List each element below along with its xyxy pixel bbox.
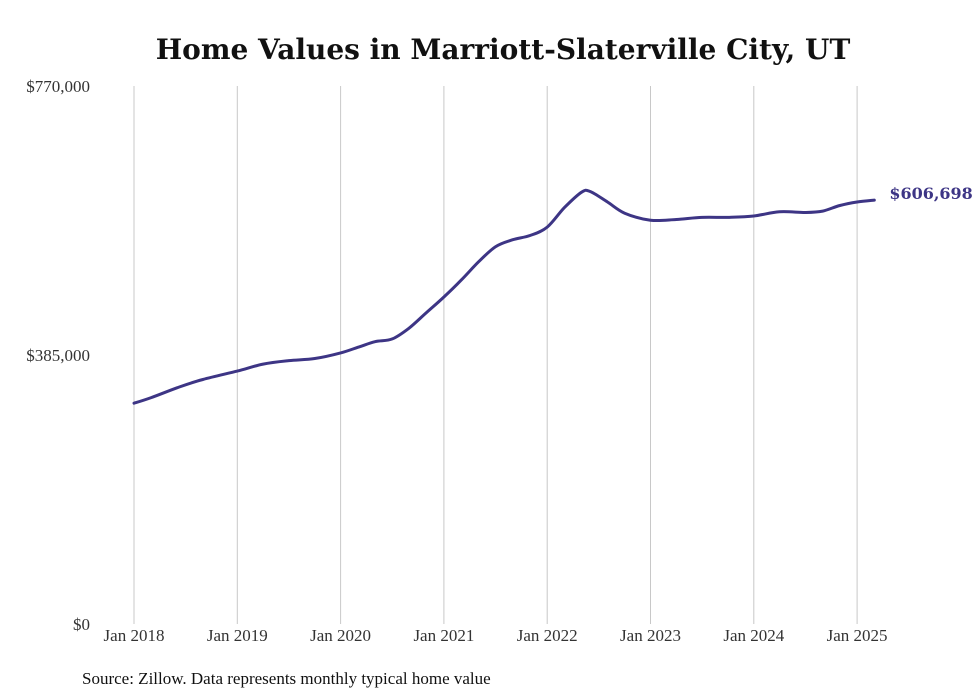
data-point — [804, 211, 807, 214]
x-tick-label: Jan 2020 — [310, 626, 371, 645]
x-axis-tick-labels: Jan 2018 Jan 2019 Jan 2020 Jan 2021 Jan 2022… — [104, 626, 888, 645]
data-point — [425, 311, 428, 314]
data-point — [511, 238, 514, 241]
data-point — [176, 386, 179, 389]
data-point — [546, 226, 549, 229]
data-point — [262, 363, 265, 366]
data-point — [287, 359, 290, 362]
data-point — [778, 210, 781, 213]
data-point — [675, 218, 678, 221]
data-point — [623, 212, 626, 215]
data-point — [356, 346, 359, 349]
end-value-label: $606,698 — [889, 184, 973, 203]
x-tick-label: Jan 2022 — [517, 626, 578, 645]
vertical-gridlines — [133, 86, 858, 624]
data-point — [477, 261, 480, 264]
y-tick-label: $770,000 — [26, 77, 90, 96]
y-axis-tick-labels: $0 $385,000 $770,000 — [26, 77, 90, 634]
data-point — [391, 337, 394, 340]
data-point — [236, 370, 239, 373]
data-point — [339, 351, 342, 354]
y-tick-label: $385,000 — [26, 346, 90, 365]
data-point — [856, 200, 859, 203]
data-point — [374, 340, 377, 343]
data-point — [752, 214, 755, 217]
data-point — [528, 234, 531, 237]
x-tick-label: Jan 2024 — [723, 626, 784, 645]
x-tick-label: Jan 2025 — [827, 626, 888, 645]
data-point — [442, 296, 445, 299]
data-point — [494, 245, 497, 248]
data-point — [589, 190, 592, 193]
data-point — [726, 216, 729, 219]
data-point — [606, 200, 609, 203]
data-point — [408, 326, 411, 329]
y-tick-label: $0 — [73, 615, 90, 634]
series-line — [132, 188, 876, 405]
data-point — [838, 204, 841, 207]
data-point — [460, 279, 463, 282]
data-point — [201, 378, 204, 381]
data-point — [821, 210, 824, 213]
data-point — [563, 206, 566, 209]
x-tick-label: Jan 2021 — [413, 626, 474, 645]
data-point — [580, 191, 583, 194]
data-point — [313, 357, 316, 360]
x-tick-label: Jan 2019 — [207, 626, 268, 645]
data-point — [150, 396, 153, 399]
chart-title: Home Values in Marriott-Slaterville City… — [156, 33, 851, 66]
data-point — [133, 402, 136, 405]
x-tick-label: Jan 2018 — [104, 626, 165, 645]
data-point — [873, 199, 876, 202]
source-note: Source: Zillow. Data represents monthly … — [82, 669, 491, 688]
x-tick-label: Jan 2023 — [620, 626, 681, 645]
data-point — [701, 216, 704, 219]
series-layer: $606,698 — [132, 184, 973, 405]
data-point — [649, 219, 652, 222]
